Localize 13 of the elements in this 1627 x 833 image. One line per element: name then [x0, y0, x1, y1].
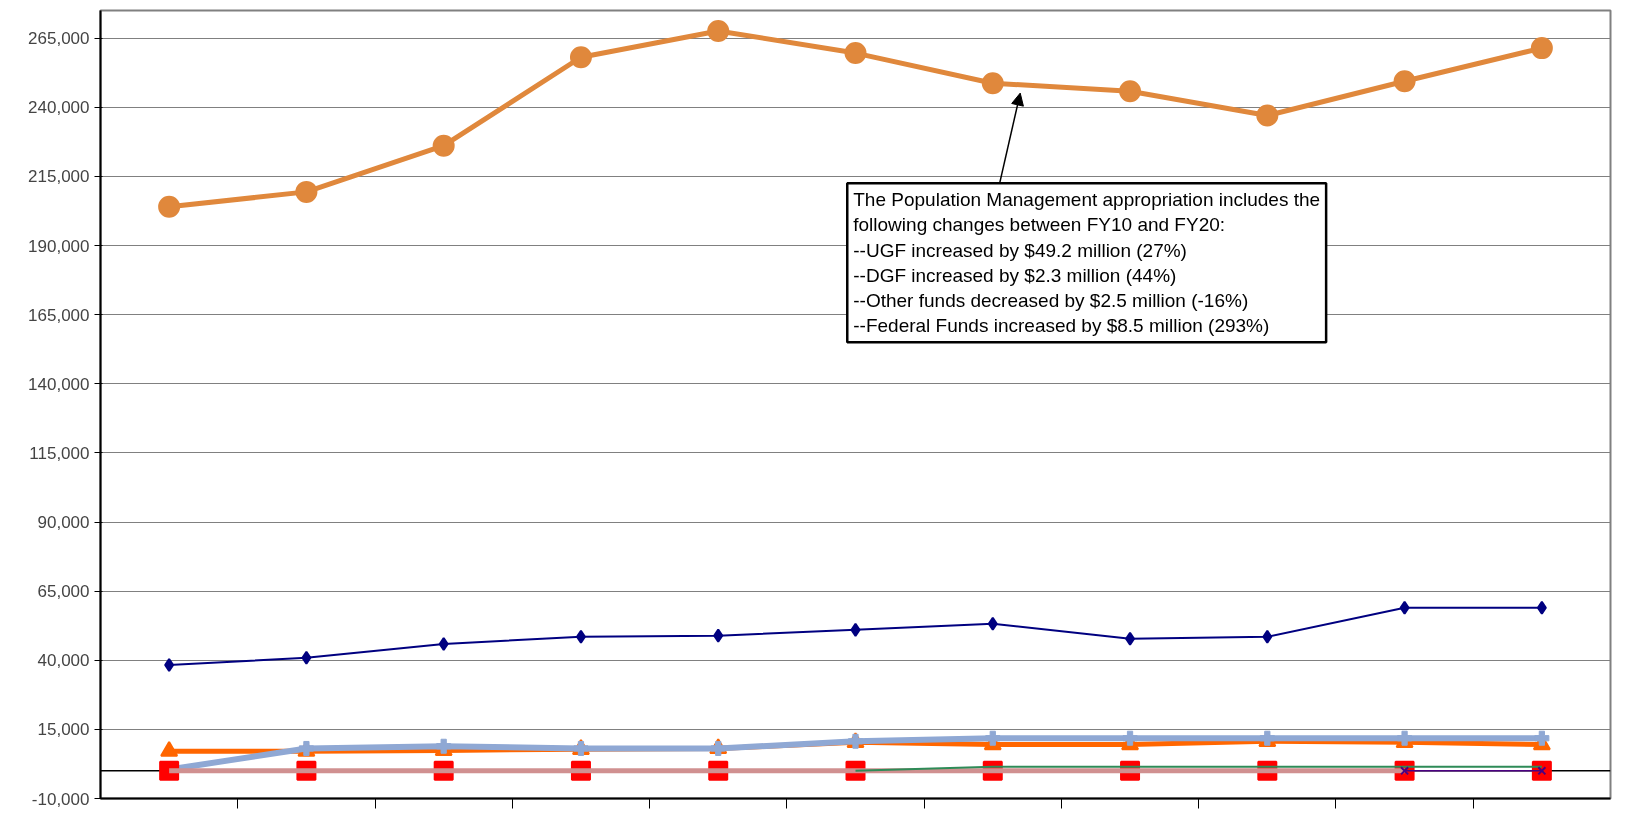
y-tick-label: 190,000 [28, 236, 90, 256]
y-tick-label: 215,000 [28, 167, 90, 187]
y-tick-label: 90,000 [37, 513, 90, 533]
y-tick-label: 240,000 [28, 98, 90, 118]
y-tick-label: 115,000 [29, 443, 90, 463]
y-tick-label: 15,000 [37, 720, 90, 740]
y-tick-label: 140,000 [28, 374, 90, 394]
y-tick-label: -10,000 [31, 789, 90, 809]
y-tick-label: 265,000 [28, 29, 90, 49]
annotation: The Population Management appropriation includes the following changes between FY10 and FY20: --UGF increased by $49.2 million (27%) --DGF increased by $2.3 million (44%) --Other funds decreased by $2.5 million (-16%) --Federal Funds increased by $8.5 million (293%) [853, 189, 1321, 337]
y-tick-label: 40,000 [37, 651, 90, 671]
y-tick-label: 65,000 [37, 582, 90, 602]
y-tick-label: 165,000 [28, 305, 90, 325]
